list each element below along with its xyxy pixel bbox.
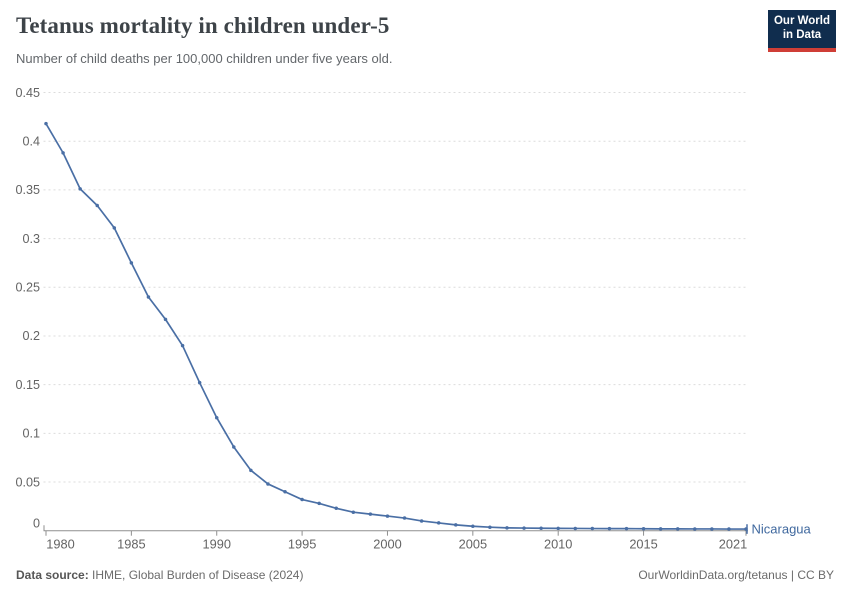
data-point[interactable] <box>658 527 663 531</box>
data-source-line: Data source: IHME, Global Burden of Dise… <box>16 568 303 582</box>
data-point[interactable] <box>266 482 270 486</box>
data-point[interactable] <box>146 295 151 299</box>
series-label-nicaragua[interactable]: Nicaragua <box>752 521 812 536</box>
x-tick-label: 1980 <box>46 537 74 552</box>
x-tick-label: 2005 <box>459 537 487 552</box>
y-tick-label: 0.45 <box>15 86 40 100</box>
data-point[interactable] <box>317 501 321 506</box>
y-tick-label: 0.1 <box>22 427 40 441</box>
data-point[interactable] <box>214 415 219 420</box>
data-point[interactable] <box>471 524 475 528</box>
x-tick-label: 2021 <box>719 537 747 552</box>
data-point[interactable] <box>95 203 99 208</box>
page-subtitle: Number of child deaths per 100,000 child… <box>16 51 393 66</box>
x-tick-label: 2015 <box>629 537 657 552</box>
data-point[interactable] <box>283 489 287 494</box>
data-point[interactable] <box>351 510 356 514</box>
data-point[interactable] <box>454 523 458 527</box>
data-point[interactable] <box>232 445 236 449</box>
data-point[interactable] <box>693 527 697 531</box>
y-tick-label: 0.25 <box>15 281 40 295</box>
series-line[interactable] <box>45 122 747 530</box>
data-point[interactable] <box>61 151 65 155</box>
y-tick-label: 0.15 <box>15 378 40 392</box>
x-tick-label: 2010 <box>544 537 572 552</box>
owid-logo-accent-bar <box>768 48 836 52</box>
rights-label: OurWorldinData.org/tetanus | CC BY <box>638 568 834 582</box>
data-point[interactable] <box>573 526 578 531</box>
data-point[interactable] <box>334 506 338 511</box>
y-tick-label: 0.3 <box>22 232 40 246</box>
y-tick-label: 0 <box>33 517 40 531</box>
data-point[interactable] <box>249 468 253 473</box>
data-point[interactable] <box>368 512 373 516</box>
data-point[interactable] <box>129 261 134 265</box>
owid-logo-line1: Our World <box>773 15 830 28</box>
y-tick-label: 0.05 <box>15 475 40 489</box>
data-point[interactable] <box>624 526 629 531</box>
page-title: Tetanus mortality in children under-5 <box>16 13 390 38</box>
data-point[interactable] <box>197 380 202 385</box>
data-point[interactable] <box>300 497 304 502</box>
data-point[interactable] <box>44 121 48 126</box>
data-point[interactable] <box>675 527 680 531</box>
x-tick-label: 2000 <box>373 537 401 552</box>
data-point[interactable] <box>385 514 390 518</box>
data-point[interactable] <box>607 526 612 531</box>
data-point[interactable] <box>112 226 117 230</box>
data-point[interactable] <box>522 526 526 530</box>
y-tick-label: 0.2 <box>22 329 40 343</box>
data-point[interactable] <box>78 187 82 191</box>
data-point[interactable] <box>710 527 714 531</box>
data-point[interactable] <box>727 527 731 531</box>
data-point[interactable] <box>505 526 509 530</box>
y-tick-label: 0.35 <box>15 183 40 197</box>
x-tick-label: 1985 <box>117 537 145 552</box>
data-point[interactable] <box>402 516 407 520</box>
data-point[interactable] <box>163 317 168 322</box>
data-source-label: Data source: <box>16 568 89 582</box>
x-tick-label: 1990 <box>202 537 230 552</box>
owid-logo[interactable]: Our World in Data <box>768 10 836 48</box>
y-tick-label: 0.4 <box>22 134 40 148</box>
footer: Data source: IHME, Global Burden of Dise… <box>16 568 834 582</box>
data-point[interactable] <box>436 521 441 525</box>
data-point[interactable] <box>419 519 424 523</box>
data-point[interactable] <box>180 343 185 348</box>
data-point[interactable] <box>539 526 543 531</box>
owid-logo-line2: in Data <box>782 29 822 41</box>
data-point[interactable] <box>590 526 595 531</box>
x-tick-label: 1995 <box>288 537 316 552</box>
data-point[interactable] <box>488 525 492 529</box>
data-point[interactable] <box>556 526 560 531</box>
data-source-value: IHME, Global Burden of Disease (2024) <box>88 568 304 582</box>
data-point[interactable] <box>641 527 646 531</box>
